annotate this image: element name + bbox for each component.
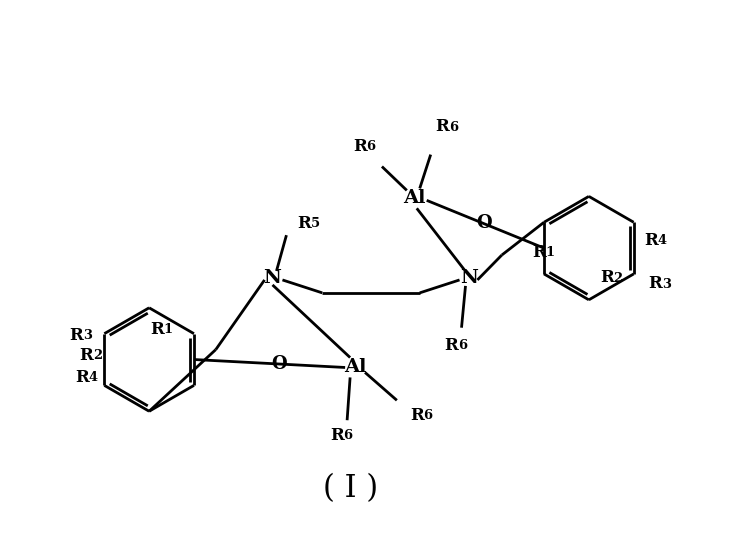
Text: 4: 4 xyxy=(658,234,666,247)
Text: R: R xyxy=(75,369,89,386)
Text: R: R xyxy=(354,138,367,155)
Text: R: R xyxy=(532,243,546,260)
Text: 6: 6 xyxy=(366,140,376,153)
Text: 3: 3 xyxy=(83,330,92,343)
Text: 6: 6 xyxy=(458,339,467,352)
Text: R: R xyxy=(649,276,663,293)
Text: R: R xyxy=(445,337,458,354)
Text: Al: Al xyxy=(404,189,426,207)
Text: 2: 2 xyxy=(93,349,102,362)
Text: R: R xyxy=(435,118,449,135)
Text: R: R xyxy=(151,321,164,338)
Text: 6: 6 xyxy=(423,409,432,422)
Text: N: N xyxy=(461,269,478,287)
Text: R: R xyxy=(600,270,613,286)
Text: R: R xyxy=(69,327,83,344)
Text: 5: 5 xyxy=(311,217,320,230)
Text: 4: 4 xyxy=(89,371,97,384)
Text: 6: 6 xyxy=(449,121,458,133)
Text: R: R xyxy=(80,347,93,364)
Text: O: O xyxy=(477,214,492,232)
Text: R: R xyxy=(645,232,658,249)
Text: R: R xyxy=(297,215,311,232)
Text: Al: Al xyxy=(344,359,366,376)
Text: O: O xyxy=(272,354,287,373)
Text: R: R xyxy=(410,407,424,424)
Text: 1: 1 xyxy=(545,246,554,259)
Text: R: R xyxy=(331,427,344,444)
Text: N: N xyxy=(263,269,281,287)
Text: 1: 1 xyxy=(163,323,173,337)
Text: ( I ): ( I ) xyxy=(323,473,378,504)
Text: 6: 6 xyxy=(343,429,353,442)
Text: 3: 3 xyxy=(662,278,671,291)
Text: 2: 2 xyxy=(613,272,622,285)
